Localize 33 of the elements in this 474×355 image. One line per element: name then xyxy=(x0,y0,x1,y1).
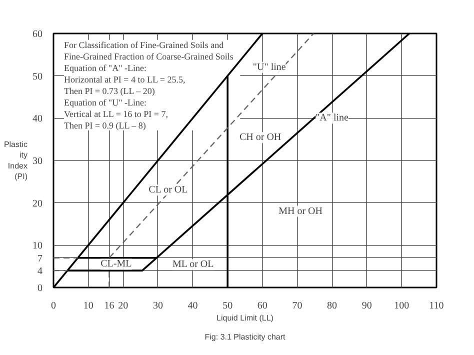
x-tick-label: 100 xyxy=(394,300,410,312)
y-tick-label: 30 xyxy=(32,156,42,167)
y-tick-label: 20 xyxy=(32,198,42,210)
annotation: ML or OL xyxy=(172,259,214,270)
y-axis-title: Plastic ity Index (PI) xyxy=(4,140,28,182)
x-axis-title: Liquid Limit (LL) xyxy=(216,314,274,322)
annotation: "U" line xyxy=(252,62,286,73)
y-tick-label: 4 xyxy=(38,266,42,278)
x-tick-label: 110 xyxy=(429,300,444,312)
y-tick-label: 0 xyxy=(38,283,42,294)
x-tick-label: 20 xyxy=(118,300,128,312)
x-tick-label: 16 xyxy=(104,300,114,312)
y-tick-label: 40 xyxy=(32,114,42,125)
y-tick-label: 7 xyxy=(38,253,42,264)
annotation: CH or OH xyxy=(239,132,282,144)
text: Fig: 3.1 Plasticity chart xyxy=(204,332,286,342)
x-tick-label: 90 xyxy=(362,300,372,312)
annotation: "A" line xyxy=(316,112,350,124)
y-tick-label: 60 xyxy=(32,29,42,40)
y-tick-label: 50 xyxy=(32,71,42,82)
x-tick-label: 30 xyxy=(152,300,163,312)
x-tick-label: 10 xyxy=(83,300,94,312)
x-tick-label: 80 xyxy=(327,300,338,312)
annotation: For Classification of Fine-Grained Soils and Fine-Grained Fraction of Coarse-Grained Soils Equation of "A" -Line: Horizontal at PI = 4 to LL = 25.5, Then PI = 0.73 (LL – 20) Equation of "U" -Line: Vertical at LL = 16 to PI = 7, Then PI = 0.9 (LL – 8) xyxy=(64,40,234,130)
y-tick-label: 10 xyxy=(32,240,42,252)
x-tick-label: 40 xyxy=(188,300,198,312)
annotation: CL-ML xyxy=(100,258,132,270)
x-tick-label: 60 xyxy=(257,300,268,312)
x-tick-label: 0 xyxy=(51,300,56,312)
x-tick-label: 50 xyxy=(222,300,233,312)
annotation: CL or OL xyxy=(148,184,188,196)
x-tick-label: 70 xyxy=(292,300,302,312)
annotation: MH or OH xyxy=(278,206,322,217)
